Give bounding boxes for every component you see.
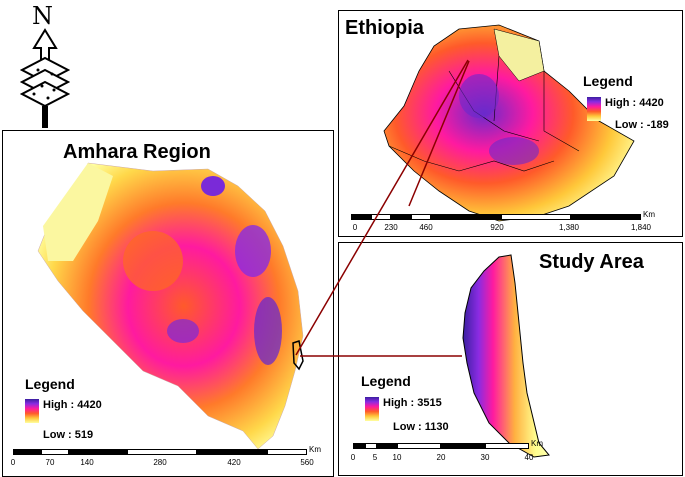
study-scale-unit: Km bbox=[531, 439, 543, 448]
study-scale-bar: Km 0 5 10 20 30 40 bbox=[350, 439, 678, 467]
amhara-scale-tick: 140 bbox=[80, 458, 94, 467]
study-legend-low: Low : 1130 bbox=[393, 421, 449, 433]
north-arrow-icon bbox=[20, 28, 70, 128]
study-legend-title: Legend bbox=[361, 373, 411, 389]
study-scale-tick: 20 bbox=[436, 453, 446, 462]
north-arrow: N bbox=[20, 0, 70, 130]
study-scale-tick: 0 bbox=[350, 453, 356, 462]
amhara-legend-high: High : 4420 bbox=[43, 399, 102, 411]
amhara-scale-unit: Km bbox=[309, 445, 321, 454]
ethiopia-scale-tick: 1,380 bbox=[558, 223, 580, 232]
study-scale-tick: 5 bbox=[372, 453, 378, 462]
ethiopia-legend-ramp bbox=[587, 97, 601, 121]
ethiopia-scale-tick: 0 bbox=[352, 223, 358, 232]
amhara-title: Amhara Region bbox=[63, 141, 211, 163]
amhara-legend-title: Legend bbox=[25, 376, 75, 392]
ethiopia-panel: Ethiopia Legend High : 4420 Low : -189 K… bbox=[338, 10, 683, 237]
ethiopia-scale-tick: 1,840 bbox=[630, 223, 652, 232]
study-panel: Study Area Legend High : 3515 Low : 1130… bbox=[338, 242, 683, 476]
study-map bbox=[462, 254, 550, 458]
ethiopia-legend-high: High : 4420 bbox=[605, 97, 664, 109]
amhara-scale-tick: 420 bbox=[227, 458, 241, 467]
amhara-scale-tick: 560 bbox=[300, 458, 314, 467]
ethiopia-title: Ethiopia bbox=[345, 17, 424, 39]
amhara-scale-tick: 0 bbox=[10, 458, 16, 467]
amhara-scale-tick: 70 bbox=[45, 458, 55, 467]
ethiopia-scale-bar: Km 0 230 460 920 1,380 1,840 bbox=[351, 210, 676, 236]
ethiopia-legend-low: Low : -189 bbox=[615, 119, 669, 131]
ethiopia-scale-unit: Km bbox=[643, 210, 655, 219]
study-legend-ramp bbox=[365, 397, 379, 421]
amhara-map bbox=[37, 162, 304, 450]
study-scale-tick: 40 bbox=[524, 453, 534, 462]
ethiopia-legend-title: Legend bbox=[583, 73, 633, 89]
north-letter: N bbox=[32, 2, 53, 30]
ethiopia-scale-tick: 920 bbox=[490, 223, 504, 232]
amhara-scale-bar: Km 0 70 140 280 420 560 bbox=[10, 445, 328, 473]
study-title: Study Area bbox=[539, 251, 644, 273]
amhara-scale-tick: 280 bbox=[153, 458, 167, 467]
ethiopia-scale-tick: 460 bbox=[419, 223, 433, 232]
amhara-legend-ramp bbox=[25, 399, 39, 423]
study-scale-tick: 30 bbox=[480, 453, 490, 462]
study-scale-tick: 10 bbox=[392, 453, 402, 462]
amhara-legend-low: Low : 519 bbox=[43, 429, 94, 441]
study-legend-high: High : 3515 bbox=[383, 397, 442, 409]
ethiopia-scale-tick: 230 bbox=[384, 223, 398, 232]
amhara-panel: Amhara Region Legend High : 4420 Low : 5… bbox=[2, 130, 334, 477]
